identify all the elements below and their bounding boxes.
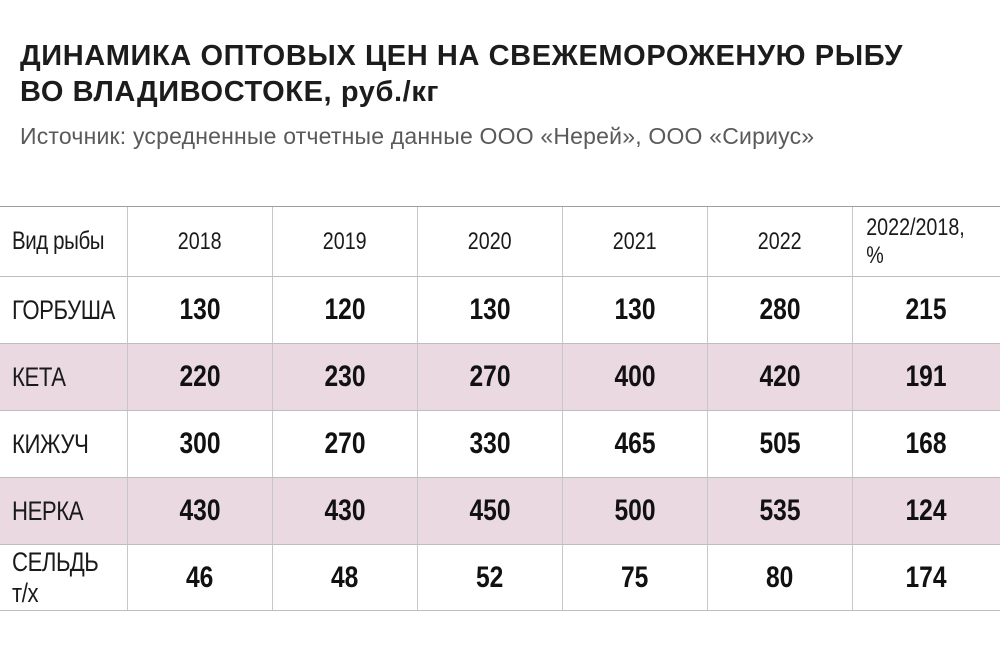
price-table: Вид рыбы 2018 2019 2020 2021 2022 2022/2…: [0, 206, 1000, 611]
value-cell-2020: 330: [418, 411, 563, 477]
table-row: ГОРБУША 130 120 130 130 280 215: [0, 276, 1000, 343]
column-header-2019: 2019: [273, 207, 418, 276]
column-header-fish-type: Вид рыбы: [0, 207, 128, 276]
value-cell-2019: 430: [273, 478, 418, 544]
value-cell-2020: 130: [418, 277, 563, 343]
table-row: КИЖУЧ 300 270 330 465 505 168: [0, 410, 1000, 477]
chart-title-line-2: ВО ВЛАДИВОСТОКЕ, руб./кг: [20, 76, 440, 108]
table-header-row: Вид рыбы 2018 2019 2020 2021 2022 2022/2…: [0, 206, 1000, 276]
fish-name-cell: НЕРКА: [0, 478, 128, 544]
value-cell-ratio: 174: [905, 560, 948, 594]
value-cell-2021: 75: [563, 545, 708, 610]
value-cell-ratio: 191: [905, 360, 948, 393]
value-cell-2018: 130: [128, 277, 273, 343]
value-cell-2019: 48: [273, 545, 418, 610]
value-cell-2022: 80: [708, 545, 853, 610]
value-cell-2021: 500: [563, 478, 708, 544]
fish-name-cell: СЕЛЬДЬ т/х: [0, 545, 128, 610]
column-header-2020: 2020: [418, 207, 563, 276]
value-cell-ratio: 124: [905, 494, 948, 527]
value-cell-2019: 120: [273, 277, 418, 343]
column-header-2022: 2022: [708, 207, 853, 276]
chart-source-note: Источник: усредненные отчетные данные ОО…: [20, 123, 815, 149]
value-cell-2021: 465: [563, 411, 708, 477]
value-cell-2019: 230: [273, 344, 418, 410]
value-cell-2018: 430: [128, 478, 273, 544]
fish-name-cell: ГОРБУША: [0, 277, 128, 343]
value-cell-ratio: 215: [905, 293, 948, 326]
value-cell-2022: 505: [708, 411, 853, 477]
chart-title: ДИНАМИКА ОПТОВЫХ ЦЕН НА СВЕЖЕМОРОЖЕНУЮ Р…: [20, 38, 980, 110]
table-row: НЕРКА 430 430 450 500 535 124: [0, 477, 1000, 544]
column-header-2018: 2018: [128, 207, 273, 276]
value-cell-2020: 270: [418, 344, 563, 410]
value-cell-2018: 46: [128, 545, 273, 610]
value-cell-2021: 130: [563, 277, 708, 343]
value-cell-2021: 400: [563, 344, 708, 410]
table-row: КЕТА 220 230 270 400 420 191: [0, 343, 1000, 410]
table-body: ГОРБУША 130 120 130 130 280 215 КЕТА 220 230 270 40…: [0, 276, 1000, 611]
value-cell-2020: 52: [418, 545, 563, 610]
column-header-2021: 2021: [563, 207, 708, 276]
value-cell-2020: 450: [418, 478, 563, 544]
fish-name-cell: КЕТА: [0, 344, 128, 410]
chart-title-line-1: ДИНАМИКА ОПТОВЫХ ЦЕН НА СВЕЖЕМОРОЖЕНУЮ Р…: [20, 40, 904, 72]
column-header-ratio: 2022/2018, %: [866, 213, 965, 269]
fish-name-cell: КИЖУЧ: [0, 411, 128, 477]
value-cell-2019: 270: [273, 411, 418, 477]
value-cell-2022: 280: [708, 277, 853, 343]
value-cell-2022: 420: [708, 344, 853, 410]
table-row: СЕЛЬДЬ т/х 46 48 52 75 80 174: [0, 544, 1000, 611]
value-cell-ratio: 168: [905, 427, 948, 460]
value-cell-2018: 220: [128, 344, 273, 410]
value-cell-2018: 300: [128, 411, 273, 477]
value-cell-2022: 535: [708, 478, 853, 544]
